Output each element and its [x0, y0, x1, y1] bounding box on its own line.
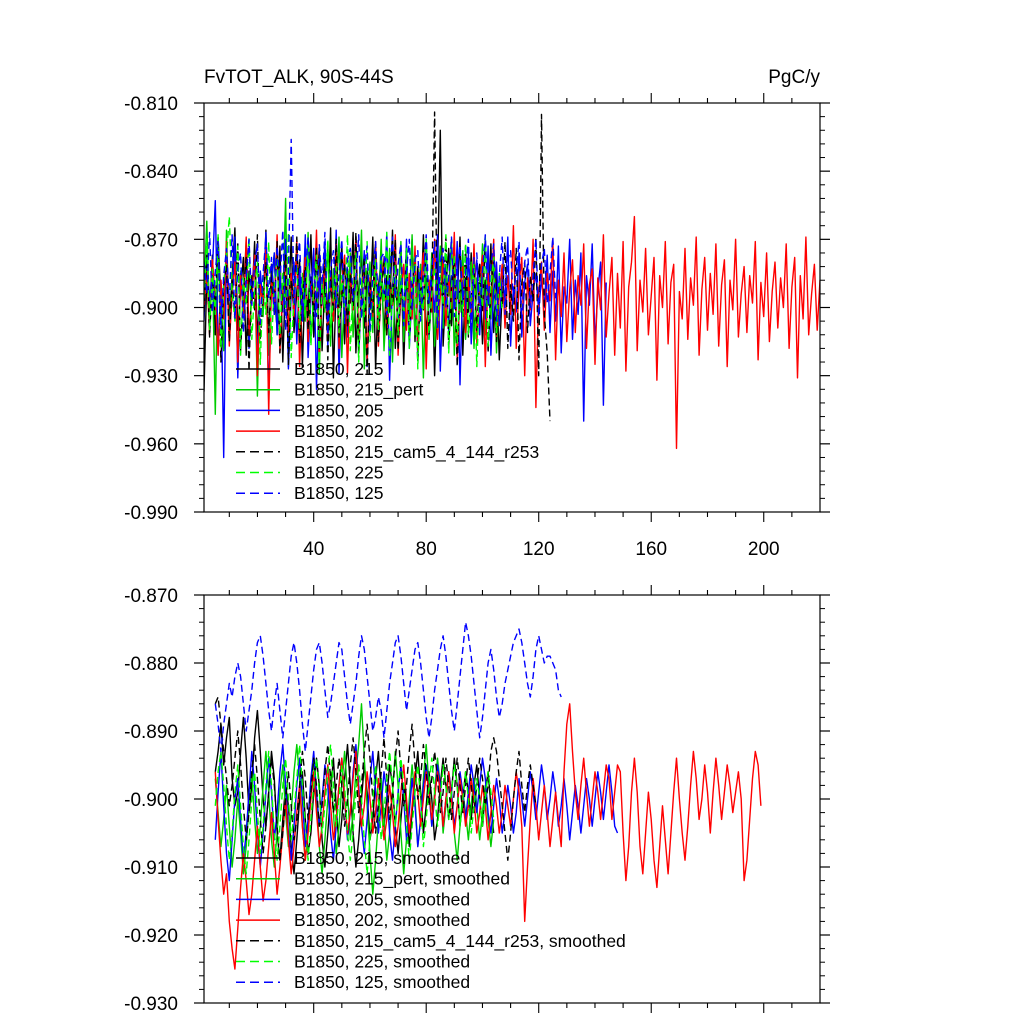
bottom-series-line-7 — [214, 621, 562, 753]
bottom-legend-label: B1850, 202, smoothed — [294, 910, 470, 930]
top-ytick-label: -0.870 — [124, 230, 178, 251]
bottom-ytick-label: -0.910 — [124, 858, 178, 879]
top-ytick-label: -0.960 — [124, 435, 178, 456]
bottom-series-line-3 — [214, 743, 619, 882]
top-legend-label: B1850, 225 — [294, 463, 384, 483]
bottom-ytick-label: -0.930 — [124, 994, 178, 1015]
top-series-line-6 — [204, 215, 503, 370]
bottom-ytick-label: -0.900 — [124, 790, 178, 811]
top-ytick-label: -0.990 — [124, 503, 178, 524]
bottom-ytick-label: -0.870 — [124, 586, 178, 607]
bottom-legend-label: B1850, 205, smoothed — [294, 889, 470, 909]
bottom-legend-label: B1850, 215, smoothed — [294, 848, 470, 868]
top-chart: -0.810 -0.840 -0.870 -0.900 -0.930 -0.960 -0.9… — [124, 93, 830, 560]
bottom-legend-label: B1850, 215_cam5_4_144_r253, smoothed — [294, 931, 626, 952]
top-legend-label: B1850, 215_cam5_4_144_r253 — [294, 442, 539, 463]
top-series-line-5 — [204, 111, 551, 422]
top-legend-label: B1850, 202 — [294, 421, 384, 441]
top-xtick-label: 200 — [748, 539, 780, 560]
bottom-ytick-label: -0.880 — [124, 654, 178, 675]
top-series-line-7 — [204, 138, 557, 336]
bottom-series-line-5 — [214, 696, 537, 861]
top-ytick-label: -0.840 — [124, 162, 178, 183]
top-ytick-label: -0.930 — [124, 367, 178, 388]
top-ytick-label: -0.810 — [124, 94, 178, 115]
bottom-legend-label: B1850, 215_pert, smoothed — [294, 869, 510, 890]
bottom-series-line-6 — [214, 743, 495, 875]
top-chart-title: FvTOT_ALK, 90S-44S — [204, 67, 394, 88]
bottom-legend-label: B1850, 125, smoothed — [294, 972, 470, 992]
top-xtick-label: 120 — [523, 539, 555, 560]
bottom-legend-label: B1850, 225, smoothed — [294, 952, 470, 972]
bottom-ytick-label: -0.920 — [124, 926, 178, 947]
top-xtick-label: 80 — [416, 539, 437, 560]
top-chart-units: PgC/y — [768, 67, 820, 88]
top-legend-label: B1850, 215_pert — [294, 380, 424, 401]
top-legend-label: B1850, 125 — [294, 483, 384, 503]
top-ytick-label: -0.900 — [124, 299, 178, 320]
bottom-series-line-4 — [214, 703, 762, 970]
top-xtick-label: 160 — [635, 539, 667, 560]
top-legend-label: B1850, 215 — [294, 359, 384, 379]
top-legend-label: B1850, 205 — [294, 400, 384, 420]
top-xtick-label: 40 — [303, 539, 324, 560]
bottom-chart: -0.870 -0.880 -0.890 -0.900 -0.910 -0.920 -0.9… — [124, 585, 830, 1015]
bottom-ytick-label: -0.890 — [124, 722, 178, 743]
